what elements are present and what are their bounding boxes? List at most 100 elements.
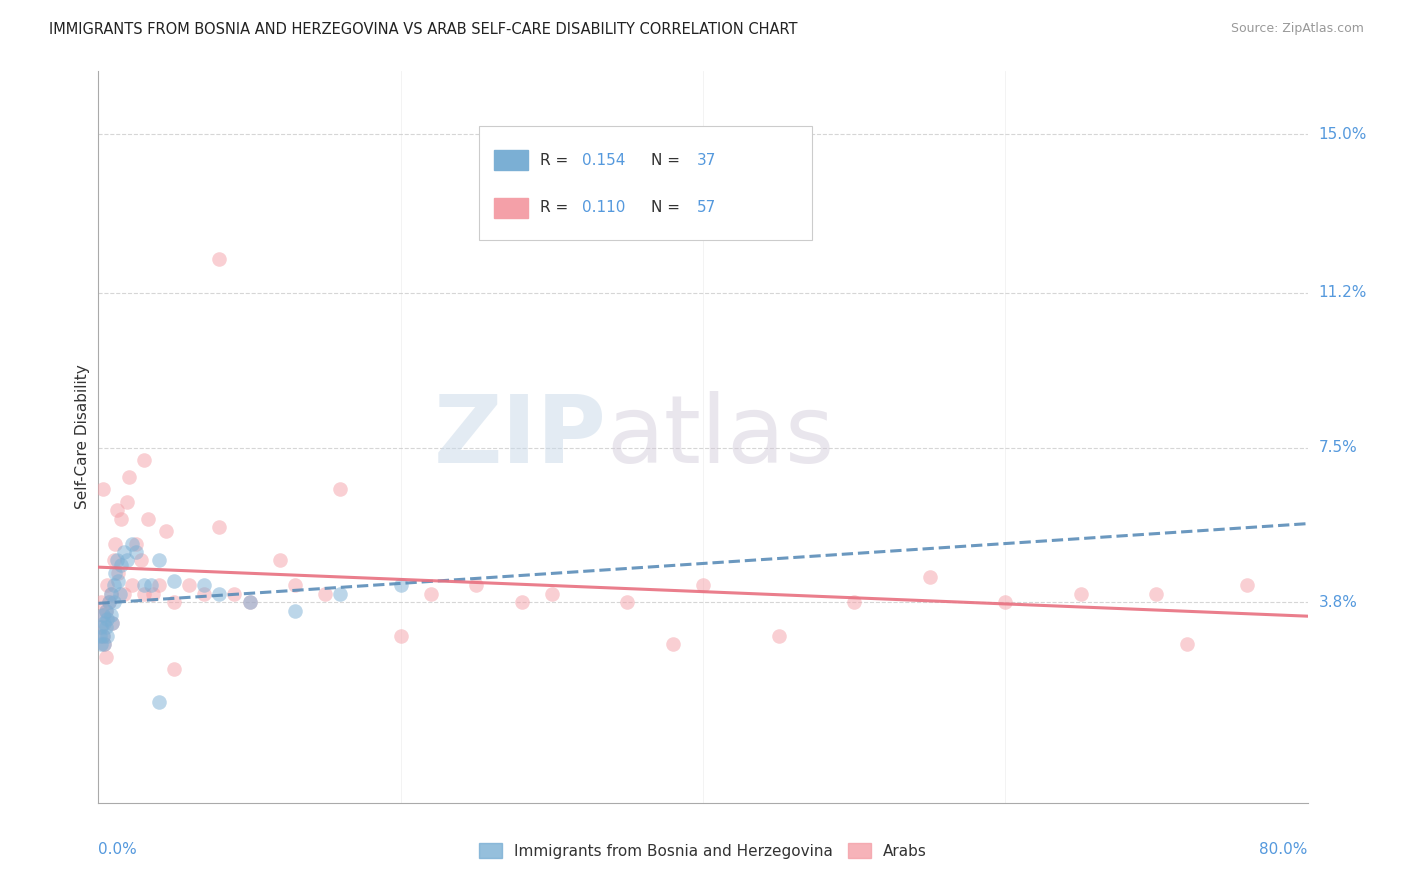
Bar: [494, 198, 527, 218]
Point: [110, 558, 132, 572]
Text: 57: 57: [697, 201, 716, 215]
Point: [96, 629, 118, 643]
Point: [142, 587, 165, 601]
Point: [105, 553, 128, 567]
Point: [89, 629, 111, 643]
Point: [121, 536, 143, 550]
Point: [98, 595, 121, 609]
Point: [1175, 637, 1198, 651]
Point: [129, 553, 152, 567]
Point: [692, 578, 714, 592]
Point: [329, 483, 352, 497]
Point: [844, 595, 866, 609]
Point: [91, 607, 114, 622]
Point: [100, 587, 122, 601]
Text: atlas: atlas: [606, 391, 835, 483]
Text: 0.110: 0.110: [582, 201, 626, 215]
Point: [155, 524, 177, 538]
Point: [661, 637, 683, 651]
Text: 3.8%: 3.8%: [1319, 595, 1358, 609]
Point: [125, 536, 148, 550]
Text: N =: N =: [651, 201, 685, 215]
Text: 11.2%: 11.2%: [1319, 285, 1367, 301]
Point: [239, 595, 262, 609]
Point: [93, 637, 115, 651]
Point: [105, 503, 128, 517]
Point: [93, 637, 115, 651]
Point: [115, 495, 138, 509]
Point: [100, 587, 122, 601]
Point: [616, 595, 638, 609]
Point: [108, 587, 131, 601]
Point: [103, 578, 125, 592]
Text: R =: R =: [540, 201, 572, 215]
Point: [90, 620, 112, 634]
Point: [510, 595, 533, 609]
Point: [389, 578, 412, 592]
Point: [115, 553, 138, 567]
Text: R =: R =: [540, 153, 572, 168]
Text: 15.0%: 15.0%: [1319, 127, 1367, 142]
Point: [1070, 587, 1092, 601]
Point: [179, 578, 201, 592]
Text: IMMIGRANTS FROM BOSNIA AND HERZEGOVINA VS ARAB SELF-CARE DISABILITY CORRELATION : IMMIGRANTS FROM BOSNIA AND HERZEGOVINA V…: [49, 22, 797, 37]
Point: [96, 578, 118, 592]
Point: [389, 629, 412, 643]
Point: [94, 603, 117, 617]
Point: [98, 595, 121, 609]
Text: 0.0%: 0.0%: [98, 842, 138, 856]
Point: [118, 470, 141, 484]
Text: 80.0%: 80.0%: [1260, 842, 1308, 856]
Text: 37: 37: [697, 153, 716, 168]
Point: [104, 536, 127, 550]
Point: [132, 587, 155, 601]
Point: [994, 595, 1017, 609]
Point: [132, 578, 155, 592]
Point: [136, 511, 159, 525]
Legend: Immigrants from Bosnia and Herzegovina, Arabs: Immigrants from Bosnia and Herzegovina, …: [472, 837, 934, 864]
Point: [89, 620, 111, 634]
Point: [163, 595, 186, 609]
Point: [239, 595, 262, 609]
Point: [208, 520, 231, 534]
Point: [284, 603, 307, 617]
Point: [132, 453, 155, 467]
Point: [100, 607, 122, 622]
Point: [540, 587, 562, 601]
Text: 0.154: 0.154: [582, 153, 626, 168]
Point: [103, 595, 125, 609]
Point: [269, 553, 291, 567]
Text: ZIP: ZIP: [433, 391, 606, 483]
Point: [193, 587, 215, 601]
Point: [91, 629, 114, 643]
Point: [91, 483, 114, 497]
Point: [94, 603, 117, 617]
Point: [1144, 587, 1167, 601]
Point: [208, 252, 231, 267]
Point: [148, 553, 170, 567]
Point: [148, 696, 170, 710]
Text: 7.5%: 7.5%: [1319, 440, 1357, 455]
Point: [93, 616, 115, 631]
Text: Source: ZipAtlas.com: Source: ZipAtlas.com: [1230, 22, 1364, 36]
Point: [96, 612, 118, 626]
Point: [94, 620, 117, 634]
Point: [121, 578, 143, 592]
Point: [163, 574, 186, 589]
Point: [112, 545, 135, 559]
FancyBboxPatch shape: [479, 126, 811, 240]
Point: [104, 566, 127, 580]
Point: [90, 637, 112, 651]
Point: [110, 511, 132, 525]
Point: [918, 570, 941, 584]
Point: [208, 587, 231, 601]
Point: [224, 587, 246, 601]
Point: [768, 629, 790, 643]
Point: [103, 553, 125, 567]
Point: [329, 587, 352, 601]
Point: [94, 649, 117, 664]
Point: [314, 587, 336, 601]
Point: [465, 578, 488, 592]
Point: [163, 662, 186, 676]
Y-axis label: Self-Care Disability: Self-Care Disability: [75, 365, 90, 509]
